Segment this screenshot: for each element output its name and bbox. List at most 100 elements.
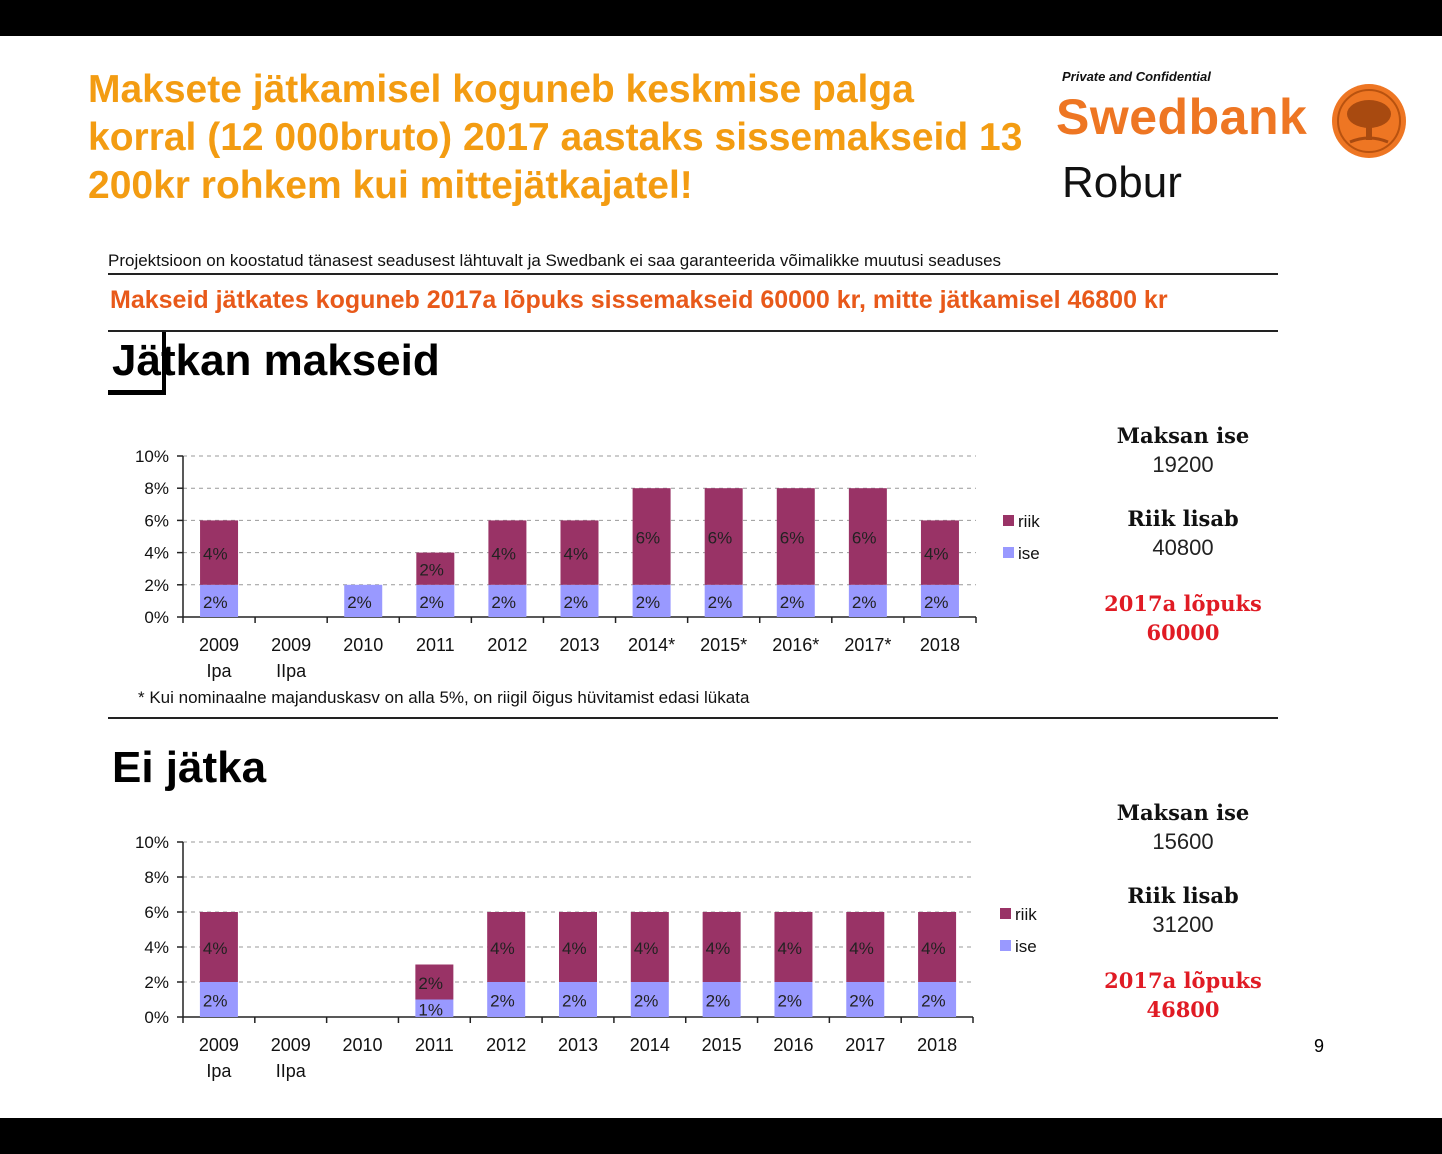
brand-subname: Robur xyxy=(1062,158,1182,207)
x-tick-label: 2009 xyxy=(271,1035,311,1055)
bar-segment-ise xyxy=(630,982,669,1017)
panel-label: Maksan ise xyxy=(1116,800,1250,825)
x-tick-label: 2017* xyxy=(844,635,891,655)
y-tick-label: 4% xyxy=(144,938,169,957)
bar-segment-riik xyxy=(200,520,239,585)
data-label-riik: 2% xyxy=(419,561,444,580)
data-label-ise: 2% xyxy=(564,593,589,612)
x-tick-label: 2011 xyxy=(415,1035,454,1055)
bar-segment-riik xyxy=(846,912,885,982)
page-number: 9 xyxy=(1314,1036,1325,1056)
bar-segment-riik xyxy=(918,912,957,982)
panel-total-label: 2017a lõpuks xyxy=(1104,591,1262,616)
x-tick-label: 2009 xyxy=(199,635,239,655)
slide: Maksete jätkamisel koguneb keskmise palg… xyxy=(0,36,1442,1118)
bar-segment-ise xyxy=(415,999,454,1017)
data-label-ise: 2% xyxy=(777,992,802,1011)
bar-segment-riik xyxy=(776,488,815,585)
legend-label-ise: ise xyxy=(1015,937,1037,956)
x-tick-label: 2012 xyxy=(486,1035,526,1055)
data-label-riik: 4% xyxy=(634,939,659,958)
panel-label: Maksan ise xyxy=(1116,423,1250,448)
x-tick-label: 2009 xyxy=(271,635,311,655)
section-title-stop: Ei jätka xyxy=(112,743,267,792)
panel-total-label: 2017a lõpuks xyxy=(1104,968,1262,993)
x-tick-label: Ipa xyxy=(206,1061,232,1081)
x-tick-label: 2013 xyxy=(559,635,599,655)
bar-segment-riik xyxy=(199,912,238,982)
legend-label-riik: riik xyxy=(1015,905,1037,924)
confidential-label: Private and Confidential xyxy=(1062,69,1211,84)
y-tick-label: 0% xyxy=(144,1008,169,1027)
divider xyxy=(108,330,1278,332)
data-label-riik: 4% xyxy=(849,939,874,958)
legend-swatch-riik xyxy=(1000,908,1011,919)
x-tick-label: 2017 xyxy=(845,1035,885,1055)
x-tick-label: 2014 xyxy=(630,1035,670,1055)
bar-segment-ise xyxy=(560,584,599,617)
bar-segment-ise xyxy=(344,584,383,617)
data-label-riik: 4% xyxy=(203,939,228,958)
panel-label: Riik lisab xyxy=(1127,883,1239,908)
y-tick-label: 10% xyxy=(135,447,169,466)
divider xyxy=(108,273,1278,275)
disclaimer-text: Projektsioon on koostatud tänasest seadu… xyxy=(108,251,1002,270)
x-tick-label: Ipa xyxy=(207,661,233,681)
data-label-ise: 2% xyxy=(203,593,228,612)
data-label-ise: 2% xyxy=(634,992,659,1011)
bar-segment-riik xyxy=(774,912,813,982)
data-label-riik: 4% xyxy=(924,545,949,564)
x-tick-label: 2016* xyxy=(772,635,819,655)
bar-segment-riik xyxy=(848,488,887,585)
divider xyxy=(108,717,1278,719)
legend-swatch-ise xyxy=(1000,940,1011,951)
bar-segment-riik xyxy=(560,520,599,585)
bar-segment-ise xyxy=(416,584,455,617)
x-tick-label: 2010 xyxy=(343,1035,383,1055)
data-label-ise: 2% xyxy=(849,992,874,1011)
chart-stop-payments: 0% 2% 4% 6% 8% 10% 2% 4% 2009 Ipa 2009 IIpa 2010 1% 2%… xyxy=(135,833,1037,1081)
bar-segment-riik xyxy=(704,488,743,585)
data-label-riik: 4% xyxy=(491,545,516,564)
data-label-ise: 2% xyxy=(203,992,228,1011)
slide-headline: Maksete jätkamisel koguneb keskmise palg… xyxy=(88,68,1023,207)
y-tick-label: 2% xyxy=(144,973,169,992)
data-label-riik: 6% xyxy=(636,529,661,548)
data-label-riik: 4% xyxy=(921,939,946,958)
data-label-ise: 2% xyxy=(347,593,372,612)
x-tick-label: 2014* xyxy=(628,635,675,655)
data-label-riik: 4% xyxy=(203,545,228,564)
summary-panel-stop: Maksan ise 15600 Riik lisab 31200 2017a … xyxy=(1080,800,1286,1024)
bar-segment-ise xyxy=(776,584,815,617)
bar-segment-riik xyxy=(632,488,671,585)
data-label-ise: 2% xyxy=(490,992,515,1011)
data-label-riik: 6% xyxy=(708,529,733,548)
section-title-continue: Jätkan makseid xyxy=(112,336,440,385)
y-tick-label: 6% xyxy=(144,903,169,922)
bar-segment-riik xyxy=(416,552,455,585)
bar-segment-riik xyxy=(487,912,526,982)
bar-segment-ise xyxy=(848,584,887,617)
x-tick-label: 2018 xyxy=(917,1035,957,1055)
text-cursor-underline xyxy=(108,328,166,395)
bar-segment-riik xyxy=(559,912,597,982)
data-label-ise: 2% xyxy=(636,593,661,612)
bar-segment-riik xyxy=(920,520,959,585)
x-tick-label: 2015 xyxy=(702,1035,742,1055)
panel-value: 40800 xyxy=(1152,535,1214,560)
bar-segment-ise xyxy=(918,982,957,1017)
data-label-riik: 4% xyxy=(564,545,589,564)
data-label-ise: 2% xyxy=(852,593,877,612)
panel-total-value: 46800 xyxy=(1146,997,1220,1022)
y-tick-label: 6% xyxy=(144,511,169,530)
bar-segment-ise xyxy=(632,584,671,617)
bar-segment-ise xyxy=(774,982,813,1017)
bar-segment-ise xyxy=(846,982,885,1017)
panel-value: 31200 xyxy=(1152,912,1214,937)
x-tick-label: 2010 xyxy=(343,635,383,655)
y-tick-label: 10% xyxy=(135,833,169,852)
chart-continue-payments: 0% 2% 4% 6% 8% 10% 2% 4% 2009 Ipa 2009 IIpa 2% 2010 2%… xyxy=(135,447,1040,681)
y-tick-label: 2% xyxy=(144,576,169,595)
bar-segment-ise xyxy=(487,982,526,1017)
x-tick-label: 2011 xyxy=(416,635,455,655)
